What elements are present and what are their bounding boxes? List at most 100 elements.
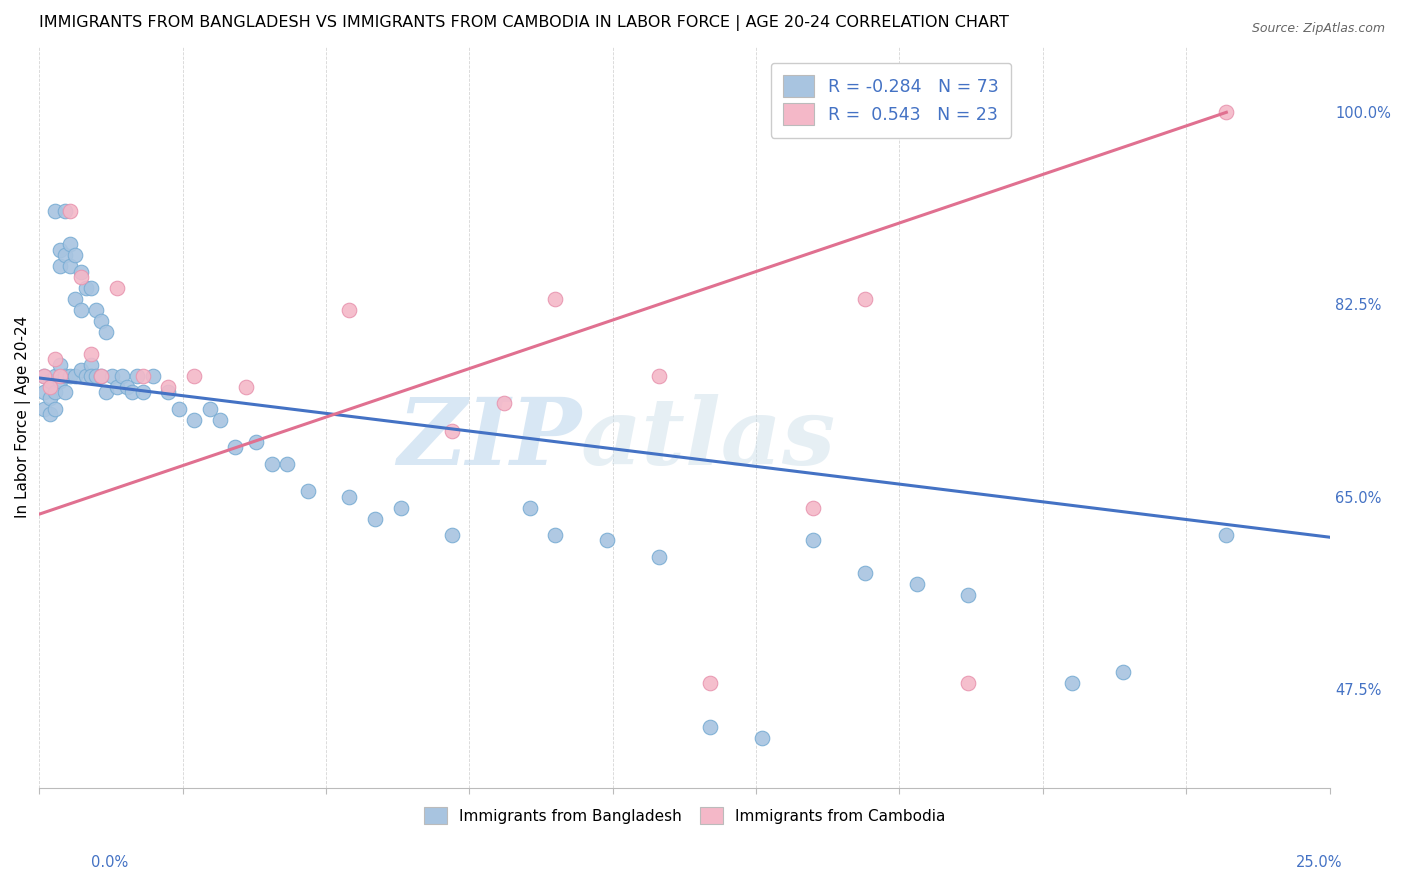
Point [245, 434, 267, 449]
Point [84, 302, 107, 317]
Point [49, 243, 72, 257]
Point [38, 407, 60, 421]
Point [49, 358, 72, 372]
Text: atlas: atlas [581, 394, 837, 484]
Point [38, 374, 60, 388]
Point [853, 292, 876, 306]
Point [115, 380, 138, 394]
Point [127, 368, 149, 383]
Point [53, 368, 76, 383]
Point [49, 259, 72, 273]
Point [65, 292, 87, 306]
Legend: Immigrants from Bangladesh, Immigrants from Cambodia: Immigrants from Bangladesh, Immigrants f… [416, 800, 953, 831]
Point [596, 533, 619, 548]
Point [44, 401, 66, 416]
Point [157, 380, 180, 394]
Point [38, 391, 60, 405]
Point [131, 385, 153, 400]
Point [364, 511, 387, 525]
Point [647, 549, 669, 564]
Y-axis label: In Labor Force | Age 20-24: In Labor Force | Age 20-24 [15, 316, 31, 518]
Point [34, 368, 56, 383]
Point [1215, 105, 1237, 120]
Point [69, 270, 91, 285]
Point [96, 385, 118, 400]
Text: 0.0%: 0.0% [91, 855, 128, 870]
Point [853, 566, 876, 581]
Point [157, 385, 180, 400]
Point [208, 413, 231, 427]
Point [69, 264, 91, 278]
Point [59, 259, 82, 273]
Point [80, 347, 103, 361]
Point [224, 440, 246, 454]
Point [905, 577, 928, 591]
Point [260, 457, 283, 471]
Point [544, 528, 567, 542]
Point [198, 401, 221, 416]
Point [1060, 676, 1083, 690]
Point [492, 396, 515, 410]
Point [49, 368, 72, 383]
Point [235, 380, 257, 394]
Point [337, 490, 360, 504]
Text: IMMIGRANTS FROM BANGLADESH VS IMMIGRANTS FROM CAMBODIA IN LABOR FORCE | AGE 20-2: IMMIGRANTS FROM BANGLADESH VS IMMIGRANTS… [39, 15, 1010, 31]
Point [80, 368, 103, 383]
Point [59, 237, 82, 252]
Point [90, 314, 112, 328]
Point [131, 368, 153, 383]
Point [84, 368, 107, 383]
Point [80, 281, 103, 295]
Point [441, 424, 464, 438]
Text: 25.0%: 25.0% [1296, 855, 1343, 870]
Point [65, 368, 87, 383]
Point [803, 533, 825, 548]
Point [44, 352, 66, 367]
Point [1112, 665, 1135, 680]
Point [59, 368, 82, 383]
Point [53, 248, 76, 262]
Point [167, 401, 190, 416]
Point [49, 374, 72, 388]
Point [544, 292, 567, 306]
Point [90, 368, 112, 383]
Point [276, 457, 298, 471]
Point [121, 385, 143, 400]
Point [751, 731, 773, 745]
Point [53, 385, 76, 400]
Point [105, 380, 128, 394]
Point [75, 281, 97, 295]
Point [69, 363, 91, 377]
Point [699, 676, 721, 690]
Point [53, 204, 76, 219]
Point [337, 302, 360, 317]
Point [142, 368, 165, 383]
Point [90, 368, 112, 383]
Text: Source: ZipAtlas.com: Source: ZipAtlas.com [1251, 22, 1385, 36]
Point [34, 385, 56, 400]
Point [297, 484, 319, 499]
Point [111, 368, 134, 383]
Point [803, 500, 825, 515]
Point [441, 528, 464, 542]
Point [957, 588, 980, 602]
Point [59, 204, 82, 219]
Point [183, 368, 205, 383]
Point [44, 204, 66, 219]
Point [65, 248, 87, 262]
Point [38, 380, 60, 394]
Point [1215, 528, 1237, 542]
Point [699, 720, 721, 734]
Point [44, 385, 66, 400]
Point [34, 368, 56, 383]
Point [34, 401, 56, 416]
Point [96, 325, 118, 339]
Point [957, 676, 980, 690]
Point [183, 413, 205, 427]
Point [519, 500, 541, 515]
Text: ZIP: ZIP [396, 394, 581, 484]
Point [647, 368, 669, 383]
Point [80, 358, 103, 372]
Point [69, 302, 91, 317]
Point [105, 281, 128, 295]
